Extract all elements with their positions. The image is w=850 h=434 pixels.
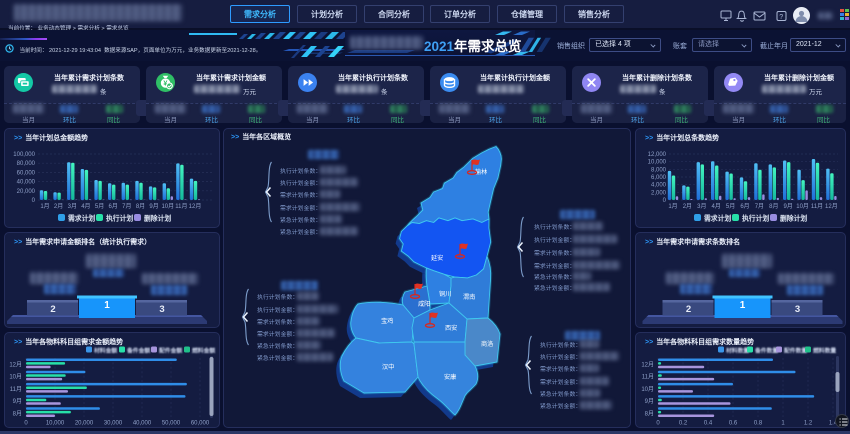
svg-text:11月: 11月 xyxy=(175,203,187,210)
svg-text:12月: 12月 xyxy=(189,203,202,210)
svg-text:10,000: 10,000 xyxy=(648,160,667,166)
svg-text:1: 1 xyxy=(740,300,746,311)
svg-text:12月: 12月 xyxy=(825,203,838,210)
svg-text:1: 1 xyxy=(104,300,110,311)
svg-text:100,000: 100,000 xyxy=(13,152,35,158)
svg-text:1月: 1月 xyxy=(668,203,677,210)
svg-text:8月: 8月 xyxy=(769,203,778,210)
svg-text:9月: 9月 xyxy=(149,203,158,210)
svg-text:10月: 10月 xyxy=(641,386,654,393)
svg-text:0.8: 0.8 xyxy=(754,421,763,427)
svg-text:12,000: 12,000 xyxy=(648,152,667,158)
svg-text:60,000: 60,000 xyxy=(191,421,210,427)
svg-text:12月: 12月 xyxy=(9,362,22,369)
svg-text:7月: 7月 xyxy=(122,203,131,210)
svg-text:0.2: 0.2 xyxy=(679,421,688,427)
svg-text:咸阳: 咸阳 xyxy=(418,300,430,308)
svg-text:10月: 10月 xyxy=(796,203,809,210)
svg-text:5月: 5月 xyxy=(726,203,735,210)
svg-text:7月: 7月 xyxy=(755,203,764,210)
svg-text:20,000: 20,000 xyxy=(17,189,36,195)
svg-text:6月: 6月 xyxy=(109,203,118,210)
svg-text:6,000: 6,000 xyxy=(651,175,667,181)
svg-text:榆林: 榆林 xyxy=(475,168,487,176)
svg-text:3月: 3月 xyxy=(68,203,77,210)
svg-text:商洛: 商洛 xyxy=(481,340,494,348)
svg-text:3: 3 xyxy=(159,304,164,315)
svg-text:50,000: 50,000 xyxy=(162,421,181,427)
svg-text:20,000: 20,000 xyxy=(75,421,94,427)
svg-text:8月: 8月 xyxy=(13,410,22,417)
svg-text:11月: 11月 xyxy=(642,374,654,381)
svg-text:0.4: 0.4 xyxy=(704,421,713,427)
svg-text:4月: 4月 xyxy=(81,203,90,210)
svg-text:铜川: 铜川 xyxy=(439,290,451,298)
svg-text:10,000: 10,000 xyxy=(46,421,65,427)
svg-text:宝鸡: 宝鸡 xyxy=(381,317,393,325)
svg-text:3: 3 xyxy=(795,304,800,315)
svg-text:汉中: 汉中 xyxy=(382,363,394,371)
svg-text:30,000: 30,000 xyxy=(104,421,123,427)
svg-text:2月: 2月 xyxy=(54,203,63,210)
svg-text:3月: 3月 xyxy=(697,203,706,210)
svg-text:西安: 西安 xyxy=(445,324,457,332)
svg-text:1.4: 1.4 xyxy=(829,421,838,427)
svg-text:?: ? xyxy=(779,14,783,21)
svg-text:0: 0 xyxy=(32,198,36,204)
svg-text:2: 2 xyxy=(50,304,55,315)
svg-text:需求计划: 需求计划 xyxy=(704,214,731,223)
svg-text:备件数量: 备件数量 xyxy=(754,347,778,355)
svg-text:配件数量: 配件数量 xyxy=(784,347,807,355)
svg-text:8,000: 8,000 xyxy=(651,167,667,173)
svg-text:1.2: 1.2 xyxy=(804,421,813,427)
svg-text:需求计划: 需求计划 xyxy=(68,214,95,223)
svg-text:10月: 10月 xyxy=(161,203,174,210)
svg-text:执行计划: 执行计划 xyxy=(106,214,133,223)
svg-text:0: 0 xyxy=(656,421,660,427)
svg-text:延安: 延安 xyxy=(431,254,443,262)
svg-text:2: 2 xyxy=(686,304,691,315)
svg-text:删除计划: 删除计划 xyxy=(144,214,171,223)
svg-text:11月: 11月 xyxy=(811,203,823,210)
svg-text:燃料金额: 燃料金额 xyxy=(192,347,215,355)
svg-text:40,000: 40,000 xyxy=(17,180,36,186)
svg-text:11月: 11月 xyxy=(10,386,22,393)
svg-text:材料金额: 材料金额 xyxy=(93,347,117,355)
svg-text:0: 0 xyxy=(24,421,28,427)
svg-text:执行计划: 执行计划 xyxy=(742,214,769,223)
svg-text:¥: ¥ xyxy=(163,79,167,88)
svg-text:12月: 12月 xyxy=(641,362,654,369)
svg-text:1月: 1月 xyxy=(40,203,49,210)
svg-text:1: 1 xyxy=(781,421,785,427)
svg-text:安康: 安康 xyxy=(444,373,456,381)
svg-text:材料数量: 材料数量 xyxy=(725,347,749,355)
svg-text:6月: 6月 xyxy=(740,203,749,210)
svg-text:9月: 9月 xyxy=(645,398,654,405)
svg-text:删除计划: 删除计划 xyxy=(780,214,807,223)
svg-text:配件金额: 配件金额 xyxy=(159,347,182,355)
svg-text:备件金额: 备件金额 xyxy=(126,347,150,355)
svg-text:燃料数量: 燃料数量 xyxy=(813,347,836,355)
svg-text:60,000: 60,000 xyxy=(17,170,36,176)
svg-text:4月: 4月 xyxy=(712,203,721,210)
svg-text:40,000: 40,000 xyxy=(133,421,152,427)
svg-text:2,000: 2,000 xyxy=(651,190,667,196)
svg-text:9月: 9月 xyxy=(13,398,22,405)
svg-text:4,000: 4,000 xyxy=(651,183,667,189)
svg-text:0: 0 xyxy=(663,198,667,204)
svg-text:0.6: 0.6 xyxy=(729,421,738,427)
svg-text:9月: 9月 xyxy=(784,203,793,210)
svg-text:10月: 10月 xyxy=(9,374,22,381)
svg-text:80,000: 80,000 xyxy=(17,161,36,167)
svg-text:2月: 2月 xyxy=(683,203,692,210)
svg-text:5月: 5月 xyxy=(95,203,104,210)
svg-text:8月: 8月 xyxy=(645,410,654,417)
svg-text:8月: 8月 xyxy=(136,203,145,210)
svg-text:渭南: 渭南 xyxy=(463,293,475,301)
